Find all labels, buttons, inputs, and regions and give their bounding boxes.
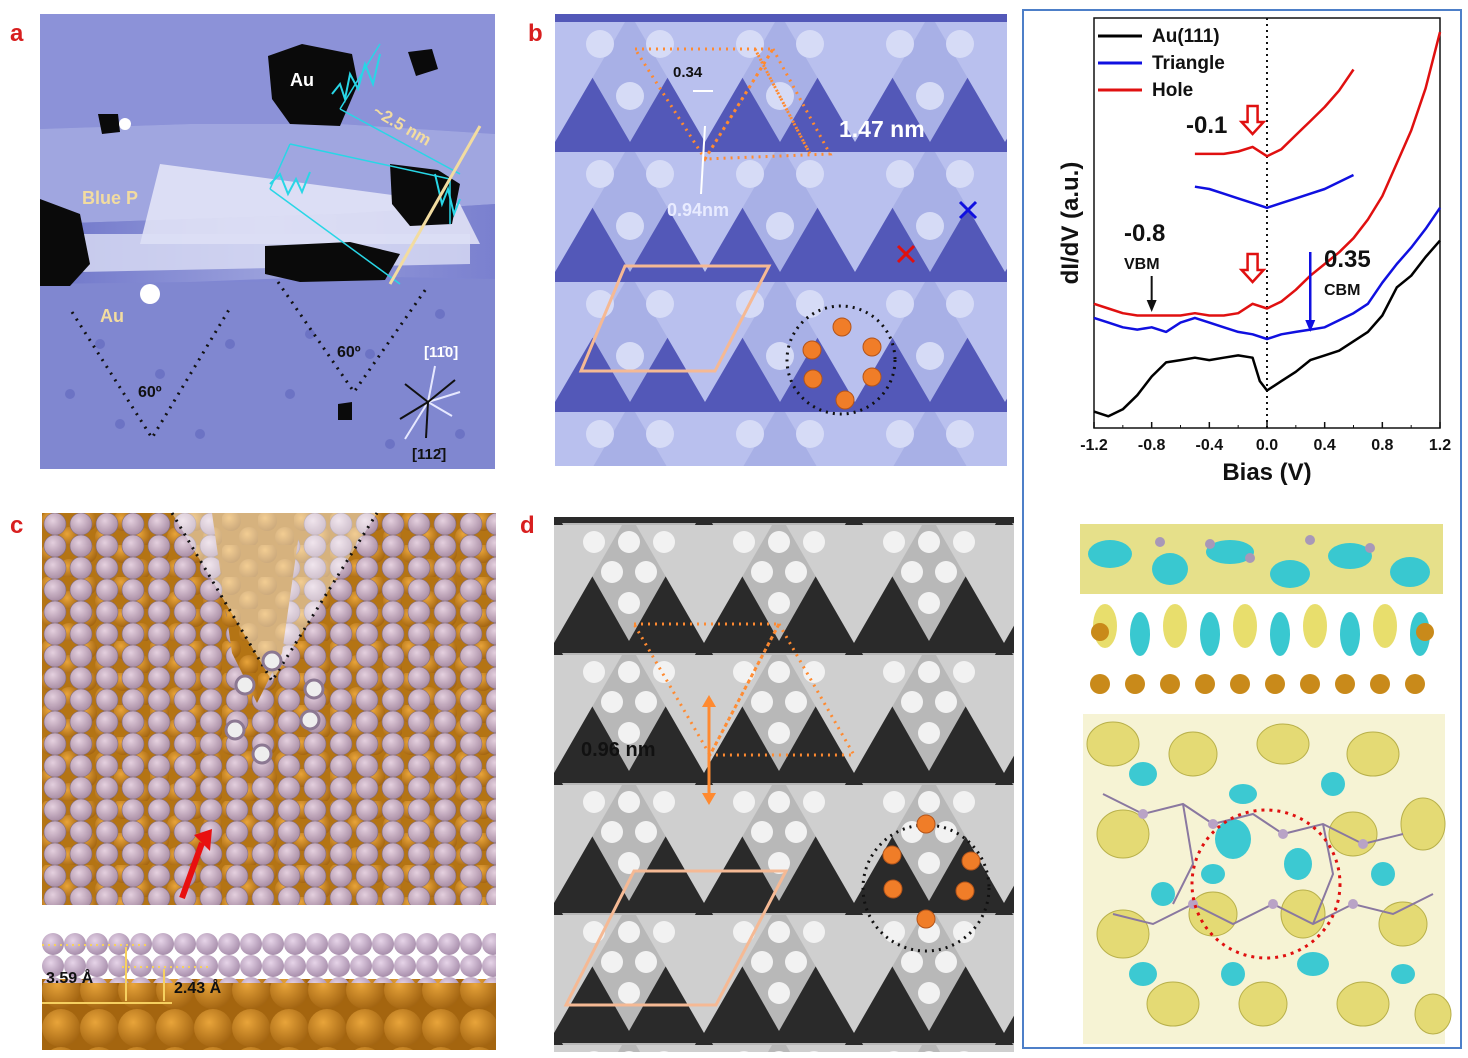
annotation-cbm: CBM <box>1324 282 1361 299</box>
annotation-0-35: 0.35 <box>1324 246 1371 273</box>
annotation-vbm: VBM <box>1124 256 1160 273</box>
label-height-243: 2.43 Å <box>174 980 222 997</box>
panel-c-model-side: 3.59 Å 2.43 Å <box>42 933 496 1050</box>
panel-f-top-view <box>1083 714 1452 1044</box>
legend-label-1: Triangle <box>1152 53 1225 74</box>
panel-c-model-top <box>42 512 496 905</box>
x-tick-label: 1.2 <box>1429 437 1451 454</box>
x-tick-label: -0.4 <box>1196 437 1224 454</box>
label-period: 1.47 nm <box>839 116 925 142</box>
arrow-vbm-head <box>1146 300 1157 312</box>
panel-letter-b: b <box>528 20 543 47</box>
annotation-minus-0-8: -0.8 <box>1124 220 1166 247</box>
panel-b-stm-image: 0.34 1.47 nm 0.94nm <box>555 14 1007 466</box>
didv-chart: -1.2 -0.8 -0.4 0.0 0.4 0.8 1.2 Bias (V) dI/dV (a… <box>1057 17 1451 486</box>
label-au-top: Au <box>290 70 314 90</box>
x-axis-label: Bias (V) <box>1222 459 1311 486</box>
arrow-hole-upper <box>1238 104 1267 136</box>
label-au-bottom: Au <box>100 306 124 326</box>
series-line-0 <box>1093 239 1441 418</box>
annotation-minus-0-1: -0.1 <box>1186 112 1228 139</box>
legend-label-2: Hole <box>1152 80 1193 101</box>
label-dir-top: [11̄0] <box>424 344 459 361</box>
panel-letter-a: a <box>10 20 24 47</box>
panel-f-side-view <box>1080 514 1443 707</box>
arrow-hole-lower <box>1238 252 1267 284</box>
arrow-cbm-head <box>1305 320 1316 332</box>
x-tick-label: 0.4 <box>1314 437 1336 454</box>
series-line-2 <box>1093 31 1442 317</box>
series-line-3 <box>1194 173 1355 210</box>
panel-letter-d: d <box>520 512 535 539</box>
y-axis-label: dI/dV (a.u.) <box>1057 162 1084 285</box>
label-blue-p: Blue P <box>82 188 139 208</box>
x-tick-label: 0.8 <box>1371 437 1393 454</box>
panel-letter-c: c <box>10 512 24 539</box>
legend-label-0: Au(111) <box>1152 26 1220 47</box>
x-tick-label: -0.8 <box>1138 437 1166 454</box>
label-height-359: 3.59 Å <box>46 970 94 987</box>
label-small-spacing: 0.34 <box>673 64 703 81</box>
label-height: 0.94nm <box>667 200 730 220</box>
label-angle-right: 60º <box>337 344 361 361</box>
panel-d-simulated-image: 0.96 nm <box>554 517 1014 1052</box>
x-tick-label: -1.2 <box>1080 437 1108 454</box>
series-line-1 <box>1093 207 1442 341</box>
series-line-4 <box>1194 68 1355 158</box>
panel-a-stm-image: Au Au Blue P ~2.5 nm 60º 60º [11̄0] [112… <box>40 14 495 469</box>
label-height-096: 0.96 nm <box>581 739 656 761</box>
panel-e-chart: -1.2 -0.8 -0.4 0.0 0.4 0.8 1.2 Bias (V) dI/dV (a… <box>1028 14 1458 494</box>
label-angle-left: 60º <box>138 384 162 401</box>
label-dir-bottom: [112̄] <box>412 446 447 463</box>
x-tick-label: 0.0 <box>1256 437 1278 454</box>
